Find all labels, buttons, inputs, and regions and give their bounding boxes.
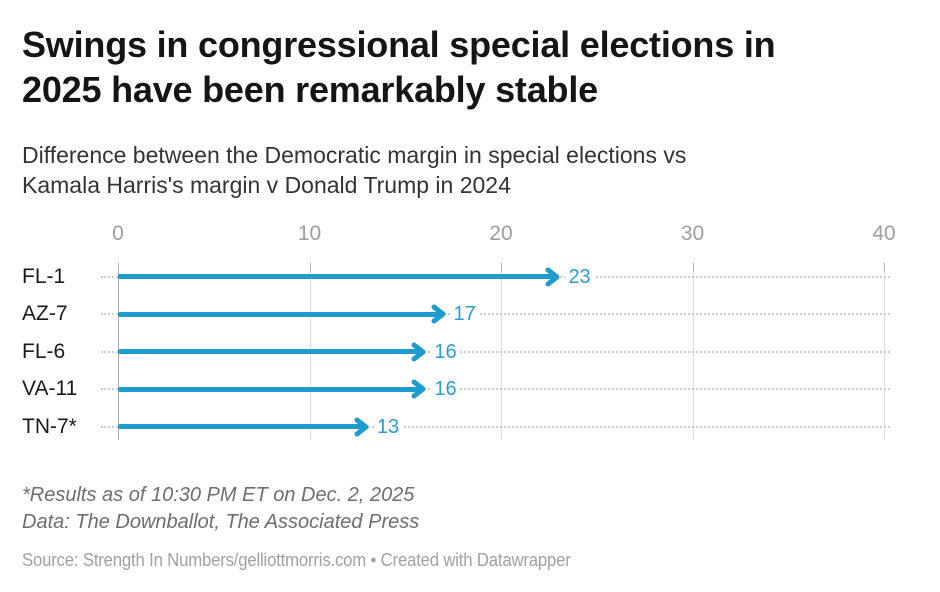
- row-dotted-leader: [101, 350, 890, 353]
- axis-tick-mark: [692, 263, 694, 272]
- row-label: FL-6: [22, 339, 66, 363]
- swing-arrow-shaft: [118, 386, 420, 392]
- footnote-data-sources: Data: The Downballot, The Associated Pre…: [22, 511, 420, 533]
- swing-arrow-head-icon: [408, 379, 428, 399]
- axis-tick-label: 40: [872, 222, 896, 245]
- swing-arrow-shaft: [118, 311, 439, 317]
- row-label: FL-1: [22, 264, 66, 288]
- swing-arrow-shaft: [118, 274, 554, 280]
- axis-tick-mark: [309, 263, 311, 272]
- swing-arrow-head-icon: [428, 304, 448, 324]
- row-dotted-leader: [101, 388, 890, 391]
- chart-title-line1: Swings in congressional special election…: [22, 24, 776, 65]
- swing-arrow-shaft: [118, 349, 420, 355]
- row-dotted-leader: [101, 425, 890, 428]
- axis-tick-label: 0: [112, 222, 124, 245]
- chart-subtitle-line2: Kamala Harris's margin v Donald Trump in…: [22, 172, 511, 198]
- attribution-line: Source: Strength In Numbers/gelliottmorr…: [22, 550, 571, 570]
- swing-arrow-head-icon: [542, 267, 562, 287]
- chart-subtitle-line1: Difference between the Democratic margin…: [22, 142, 687, 168]
- axis-tick-mark: [884, 263, 885, 272]
- row-label: AZ-7: [22, 302, 68, 326]
- swing-arrow-head-icon: [351, 417, 371, 437]
- swing-arrow-head-icon: [408, 342, 428, 362]
- swing-arrow-shaft: [118, 424, 362, 430]
- axis-tick-mark: [501, 263, 502, 272]
- value-label: 13: [373, 414, 403, 439]
- axis-tick-mark: [118, 263, 119, 272]
- value-label: 17: [450, 302, 479, 327]
- chart-subtitle: Difference between the Democratic margin…: [22, 140, 912, 200]
- chart-title: Swings in congressional special election…: [22, 22, 912, 112]
- value-label: 16: [431, 377, 460, 402]
- footnote-results-asof: *Results as of 10:30 PM ET on Dec. 2, 20…: [22, 484, 415, 506]
- chart-title-line2: 2025 have been remarkably stable: [22, 69, 598, 110]
- value-label: 23: [565, 264, 594, 289]
- axis-tick-label: 20: [489, 222, 513, 245]
- row-label: VA-11: [22, 377, 78, 401]
- chart-footnotes: *Results as of 10:30 PM ET on Dec. 2, 20…: [22, 482, 912, 536]
- axis-tick-label: 10: [297, 222, 322, 245]
- value-label: 16: [431, 339, 460, 364]
- row-dotted-leader: [101, 313, 890, 316]
- row-label: TN-7*: [22, 414, 77, 438]
- axis-tick-label: 30: [680, 222, 705, 245]
